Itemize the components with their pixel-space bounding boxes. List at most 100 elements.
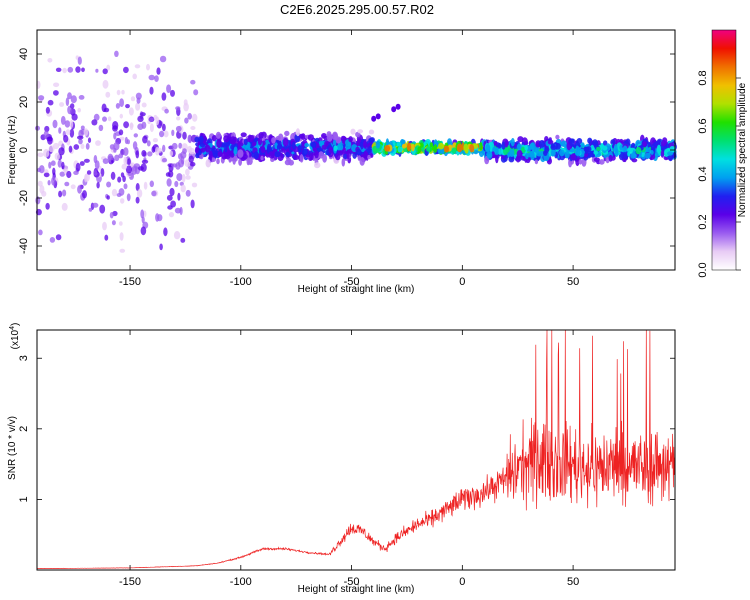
spectrogram-cell: [119, 98, 124, 107]
spectrogram-cell: [135, 183, 140, 192]
spectrogram-cell: [135, 150, 140, 159]
spectrogram-cell: [396, 141, 402, 148]
spectrogram-cell: [175, 106, 181, 111]
spectrogram-cell: [148, 117, 154, 122]
spectrogram-cell: [426, 146, 431, 152]
spectrogram-cell: [87, 137, 92, 143]
spectrogram-cell: [61, 202, 68, 211]
spectrogram-cell: [174, 180, 179, 188]
spectrogram-cell: [156, 67, 161, 75]
spectrogram-cell: [348, 136, 353, 143]
spectrogram-cell: [548, 149, 552, 157]
spectrogram-cell: [37, 167, 42, 173]
spectrogram-cell: [115, 103, 120, 109]
spectrogram-cell: [504, 140, 509, 148]
spectrogram-cell: [152, 138, 158, 143]
spectrogram-cell: [49, 237, 56, 243]
spectrogram-cell: [544, 146, 550, 153]
spectrogram-cell: [121, 89, 125, 95]
spectrogram-cell: [297, 145, 303, 150]
spectrogram-cell: [560, 140, 567, 148]
spectrogram-x-ticks: -150 -100 -50 0 50: [119, 30, 579, 288]
spectrogram-cell: [62, 189, 67, 197]
spectrogram-cell: [62, 67, 67, 74]
spectrogram-cell: [288, 159, 294, 166]
spectrogram-cell: [603, 140, 608, 146]
spectrogram-cell: [167, 205, 173, 210]
spectrogram-cell: [260, 155, 264, 161]
spectrogram-cell: [127, 158, 131, 166]
spectrogram-cell: [258, 132, 264, 139]
spectrogram-cell: [469, 144, 475, 153]
spectrogram-cell: [92, 202, 99, 208]
spectrogram-cell: [242, 150, 247, 157]
spectrogram-cell: [171, 142, 178, 150]
spectrogram-cell: [151, 190, 157, 197]
spectrogram-cell: [569, 148, 576, 153]
spectrogram-y-tick-label-3: 20: [18, 96, 30, 108]
spectrogram-cell: [185, 168, 190, 176]
spectrogram-cell: [650, 150, 654, 155]
colorbar: 0.0 0.2 0.4 0.6 0.8 Normalized spectral ampl…: [697, 29, 748, 278]
spectrogram-cell: [154, 75, 159, 82]
colorbar-tick-label-1: 0.2: [697, 214, 709, 229]
spectrogram-cell: [200, 147, 206, 153]
snr-multiplier: (x104): [9, 323, 21, 350]
spectrogram-cell: [275, 135, 281, 141]
spectrogram-cell: [108, 155, 114, 161]
spectrogram-y-ticks: -40 -20 0 20 40: [18, 48, 675, 254]
spectrogram-cell: [208, 150, 213, 158]
spectrogram-cell: [88, 207, 93, 212]
spectrogram-cell: [375, 140, 381, 149]
spectrogram-cell: [347, 140, 352, 149]
spectrogram-cell: [357, 155, 361, 161]
spectrogram-cell: [270, 157, 275, 162]
spectrogram-cell: [59, 102, 65, 107]
spectrogram-cell: [146, 63, 150, 71]
spectrogram-cell: [148, 74, 155, 81]
spectrogram-cell: [307, 134, 314, 141]
spectrogram-cell: [593, 150, 599, 155]
spectrogram-cell: [328, 147, 333, 154]
spectrogram-cell: [44, 125, 50, 133]
spectrogram-cell: [67, 66, 74, 73]
spectrogram-cell: [82, 190, 87, 199]
spectrogram-cell: [120, 198, 125, 204]
spectrogram-cell: [363, 150, 368, 159]
spectrogram-cell: [184, 117, 189, 124]
spectrogram-cell: [77, 185, 82, 194]
spectrogram-cell: [535, 141, 540, 148]
spectrogram-cell: [163, 227, 168, 237]
snr-y-axis-title: SNR (10 * v/v): [7, 416, 18, 480]
colorbar-tick-label-4: 0.8: [697, 70, 709, 85]
spectrogram-cell: [665, 143, 670, 149]
spectrogram-cell: [230, 152, 235, 158]
spectrogram-cell: [314, 162, 321, 169]
spectrogram-cell: [79, 161, 85, 166]
snr-series-line: [36, 329, 676, 569]
colorbar-tick-label-0: 0.0: [697, 262, 709, 277]
spectrogram-cell: [118, 129, 124, 136]
spectrogram-cell: [301, 148, 308, 156]
spectrogram-cell: [401, 143, 407, 149]
spectrogram-cell: [114, 154, 120, 161]
spectrogram-cell: [37, 152, 44, 158]
spectrogram-cell: [176, 173, 183, 182]
snr-x-tick-label-0: -150: [119, 576, 141, 588]
spectrogram-cell: [367, 154, 371, 160]
spectrogram-cell: [73, 144, 80, 150]
spectrogram-cell: [140, 112, 146, 117]
spectrogram-cell: [102, 68, 108, 75]
spectrogram-cell: [234, 155, 238, 162]
spectrogram-panel: -150 -100 -50 0 50 -40 -20 0 20 40 Height of str…: [7, 29, 677, 295]
spectrogram-cell: [368, 129, 375, 135]
snr-x-tick-label-4: 50: [567, 576, 579, 588]
spectrogram-cell: [429, 142, 434, 148]
spectrogram-cell: [58, 190, 63, 198]
spectrogram-cell: [75, 66, 81, 73]
spectrogram-cell: [116, 193, 122, 197]
spectrogram-cell: [134, 64, 141, 69]
spectrogram-cell: [54, 152, 60, 161]
spectrogram-cell: [316, 143, 320, 149]
spectrogram-cell: [295, 128, 300, 137]
